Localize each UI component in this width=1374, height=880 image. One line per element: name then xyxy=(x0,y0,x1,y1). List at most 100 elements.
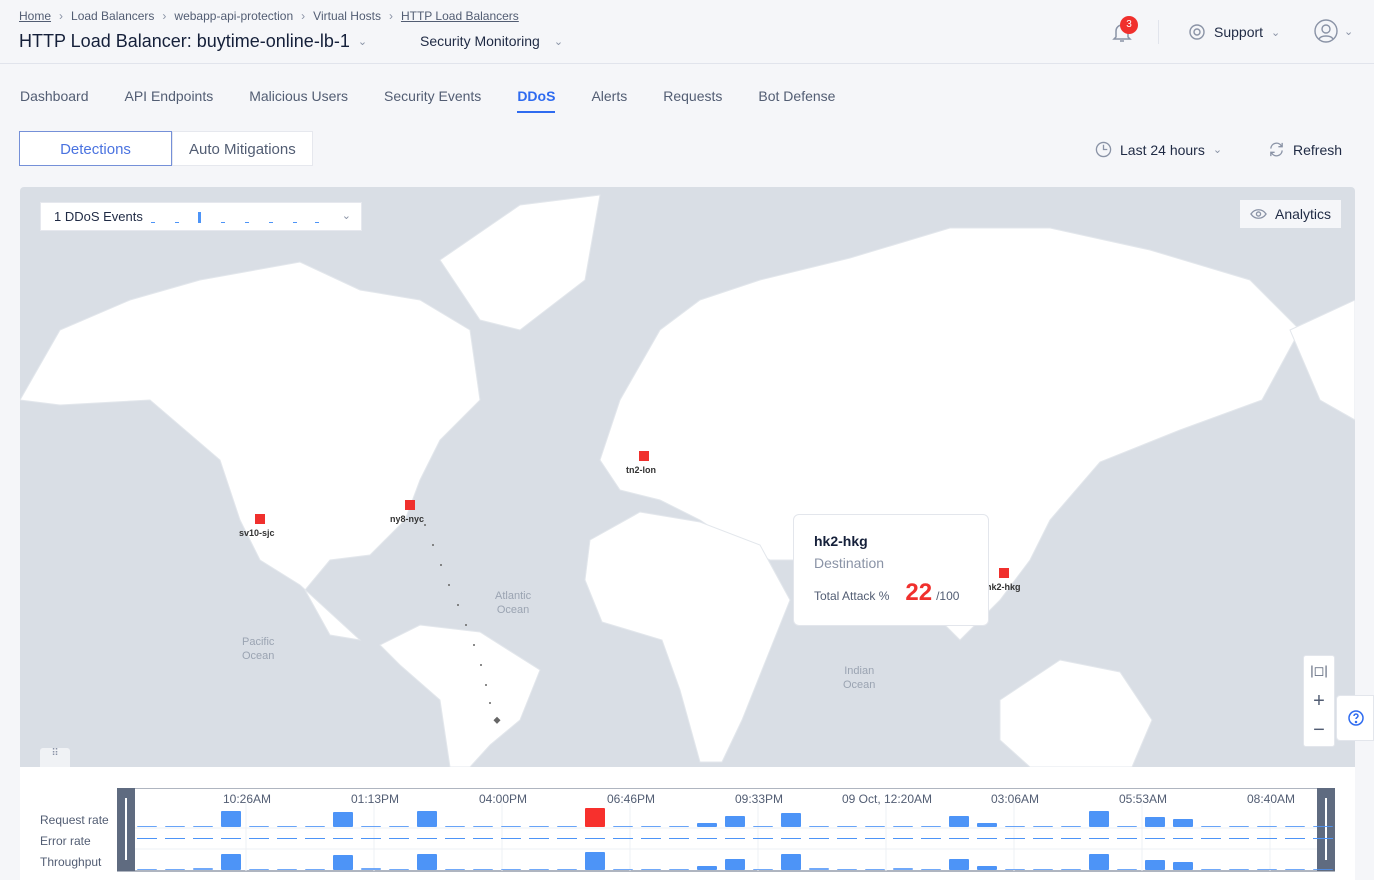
request-rate-bar[interactable] xyxy=(137,826,157,827)
error-rate-bar[interactable] xyxy=(725,838,745,839)
request-rate-bar[interactable] xyxy=(221,811,241,827)
error-rate-bar[interactable] xyxy=(1005,838,1025,839)
request-rate-bar[interactable] xyxy=(249,826,269,827)
request-rate-bar[interactable] xyxy=(1117,826,1137,827)
error-rate-bar[interactable] xyxy=(1285,838,1305,839)
throughput-bar[interactable] xyxy=(1173,862,1193,870)
time-range-dropdown[interactable]: Last 24 hours ⌄ xyxy=(1095,141,1222,158)
throughput-bar[interactable] xyxy=(221,854,241,870)
page-title[interactable]: HTTP Load Balancer: buytime-online-lb-1 ⌄ xyxy=(19,31,367,52)
error-rate-bar[interactable] xyxy=(361,838,381,839)
throughput-bar[interactable] xyxy=(137,869,157,870)
request-rate-bar[interactable] xyxy=(613,826,633,827)
request-rate-bar[interactable] xyxy=(1089,811,1109,827)
throughput-bar[interactable] xyxy=(1089,854,1109,870)
request-rate-bar[interactable] xyxy=(557,826,577,827)
request-rate-bar[interactable] xyxy=(809,826,829,827)
error-rate-bar[interactable] xyxy=(781,838,801,839)
request-rate-bar[interactable] xyxy=(1313,826,1333,827)
throughput-bar[interactable] xyxy=(277,869,297,870)
fit-bounds-icon[interactable]: |◻| xyxy=(1310,663,1328,678)
error-rate-bar[interactable] xyxy=(809,838,829,839)
tab-requests[interactable]: Requests xyxy=(663,88,723,104)
error-rate-bar[interactable] xyxy=(1201,838,1221,839)
error-rate-bar[interactable] xyxy=(333,838,353,839)
error-rate-bar[interactable] xyxy=(585,838,605,839)
request-rate-bar[interactable] xyxy=(389,826,409,827)
throughput-bar[interactable] xyxy=(473,869,493,870)
user-menu[interactable]: ⌄ xyxy=(1314,19,1353,43)
help-button[interactable] xyxy=(1336,695,1374,741)
throughput-bar[interactable] xyxy=(613,869,633,870)
tab-dashboard[interactable]: Dashboard xyxy=(20,88,89,104)
site-marker-sv10-sjc[interactable] xyxy=(255,514,265,524)
error-rate-bar[interactable] xyxy=(753,838,773,839)
error-rate-bar[interactable] xyxy=(641,838,661,839)
throughput-bar[interactable] xyxy=(1061,869,1081,870)
error-rate-bar[interactable] xyxy=(557,838,577,839)
error-rate-bar[interactable] xyxy=(277,838,297,839)
throughput-bar[interactable] xyxy=(1201,869,1221,870)
request-rate-bar[interactable] xyxy=(1285,826,1305,827)
error-rate-bar[interactable] xyxy=(921,838,941,839)
throughput-bar[interactable] xyxy=(781,854,801,870)
throughput-bar[interactable] xyxy=(1145,860,1165,870)
tab-ddos[interactable]: DDoS xyxy=(517,88,556,113)
error-rate-bar[interactable] xyxy=(1089,838,1109,839)
throughput-bar[interactable] xyxy=(697,866,717,870)
error-rate-bar[interactable] xyxy=(221,838,241,839)
throughput-bar[interactable] xyxy=(893,868,913,870)
tab-alerts[interactable]: Alerts xyxy=(591,88,628,104)
request-rate-bar[interactable] xyxy=(333,812,353,827)
throughput-bar[interactable] xyxy=(1313,869,1333,870)
request-rate-bar[interactable] xyxy=(501,826,521,827)
throughput-bar[interactable] xyxy=(641,869,661,870)
error-rate-bar[interactable] xyxy=(473,838,493,839)
request-rate-bar[interactable] xyxy=(753,826,773,827)
site-marker-hk2-hkg[interactable] xyxy=(999,568,1009,578)
throughput-bar[interactable] xyxy=(1257,869,1277,870)
error-rate-bar[interactable] xyxy=(1257,838,1277,839)
auto-mitigations-button[interactable]: Auto Mitigations xyxy=(172,131,313,166)
zoom-in-icon[interactable]: + xyxy=(1313,690,1325,712)
request-rate-bar[interactable] xyxy=(949,816,969,827)
throughput-bar[interactable] xyxy=(725,859,745,870)
error-rate-bar[interactable] xyxy=(669,838,689,839)
tab-bot-defense[interactable]: Bot Defense xyxy=(758,88,836,104)
error-rate-bar[interactable] xyxy=(193,838,213,839)
request-rate-bar[interactable] xyxy=(1145,817,1165,827)
breadcrumb-http-lb[interactable]: HTTP Load Balancers xyxy=(400,9,519,23)
refresh-button[interactable]: Refresh xyxy=(1268,141,1342,158)
request-rate-bar[interactable] xyxy=(1201,826,1221,827)
error-rate-bar[interactable] xyxy=(1313,838,1333,839)
request-rate-bar[interactable] xyxy=(977,823,997,827)
throughput-bar[interactable] xyxy=(529,869,549,870)
request-rate-bar[interactable] xyxy=(1005,826,1025,827)
error-rate-bar[interactable] xyxy=(1145,838,1165,839)
breadcrumb-home[interactable]: Home xyxy=(19,9,52,23)
request-rate-bar[interactable] xyxy=(893,826,913,827)
request-rate-bar[interactable] xyxy=(641,826,661,827)
error-rate-bar[interactable] xyxy=(165,838,185,839)
request-rate-bar[interactable] xyxy=(1173,819,1193,827)
throughput-bar[interactable] xyxy=(1033,869,1053,870)
error-rate-bar[interactable] xyxy=(977,838,997,839)
throughput-bar[interactable] xyxy=(501,869,521,870)
request-rate-bar[interactable] xyxy=(697,823,717,827)
request-rate-bar[interactable] xyxy=(1229,826,1249,827)
throughput-bar[interactable] xyxy=(305,869,325,870)
request-rate-bar[interactable] xyxy=(1257,826,1277,827)
throughput-bar[interactable] xyxy=(753,869,773,870)
detections-button[interactable]: Detections xyxy=(19,131,172,166)
throughput-bar[interactable] xyxy=(1005,869,1025,870)
throughput-bar[interactable] xyxy=(445,869,465,870)
request-rate-bar[interactable] xyxy=(165,826,185,827)
error-rate-bar[interactable] xyxy=(1061,838,1081,839)
error-rate-bar[interactable] xyxy=(417,838,437,839)
tab-malicious-users[interactable]: Malicious Users xyxy=(249,88,349,104)
error-rate-bar[interactable] xyxy=(137,838,157,839)
error-rate-bar[interactable] xyxy=(1173,838,1193,839)
error-rate-bar[interactable] xyxy=(1033,838,1053,839)
zoom-out-icon[interactable]: − xyxy=(1313,719,1325,741)
request-rate-bar[interactable] xyxy=(529,826,549,827)
